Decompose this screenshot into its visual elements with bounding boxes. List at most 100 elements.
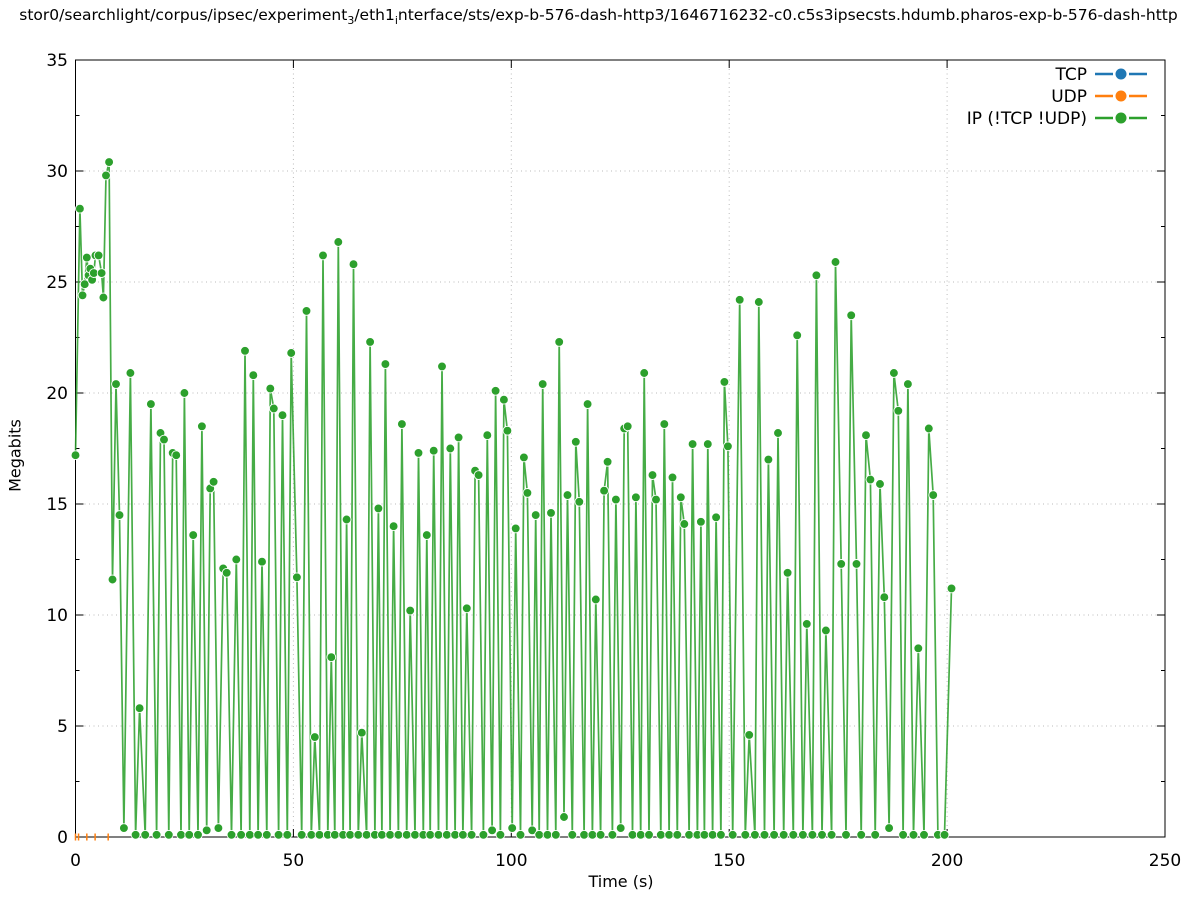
data-point: [711, 512, 721, 523]
data-point: [716, 829, 726, 840]
data-point: [401, 829, 412, 840]
data-point: [817, 829, 827, 840]
data-point: [482, 430, 493, 441]
title-subscript: i: [394, 14, 398, 27]
data-point: [702, 439, 713, 449]
data-point: [602, 456, 613, 467]
data-point: [865, 474, 876, 485]
data-point: [341, 514, 352, 525]
legend-marker: [1115, 112, 1127, 124]
data-point: [101, 170, 111, 181]
data-point: [428, 445, 439, 456]
data-point: [830, 257, 841, 267]
title-segment: stor0/searchlight/corpus/ipsec/experimen…: [19, 6, 348, 24]
data-point: [348, 259, 359, 270]
data-point: [631, 492, 641, 503]
y-axis-label: Megabits: [5, 419, 25, 492]
data-point: [821, 625, 831, 636]
y-tick-label: 30: [46, 162, 68, 182]
data-point: [740, 829, 751, 840]
data-point: [773, 428, 783, 438]
data-point: [413, 448, 424, 458]
data-point: [861, 430, 871, 441]
data-point: [836, 559, 847, 569]
data-point: [554, 337, 565, 347]
data-point: [522, 488, 533, 498]
data-point: [184, 829, 195, 840]
data-point: [782, 567, 793, 578]
y-tick-label: 15: [46, 495, 68, 515]
data-point: [296, 829, 307, 840]
data-point: [574, 496, 585, 507]
series-ip-tcp-udp: [70, 157, 957, 840]
data-point: [590, 594, 601, 605]
y-tick-label: 10: [46, 606, 68, 626]
legend-row-ip-tcp-udp: IP (!TCP !UDP): [967, 109, 1147, 129]
data-point: [134, 703, 145, 714]
data-point: [201, 825, 212, 836]
data-point: [675, 492, 686, 503]
data-point: [562, 490, 573, 500]
legend-label: TCP: [1054, 65, 1087, 85]
data-point: [151, 829, 162, 840]
data-point: [286, 348, 297, 358]
data-point: [788, 829, 799, 840]
data-point: [719, 377, 730, 387]
data-point: [441, 829, 452, 840]
data-point: [130, 829, 141, 840]
data-point: [889, 368, 899, 378]
data-point: [615, 823, 626, 833]
data-point: [361, 829, 372, 840]
data-point: [490, 385, 501, 396]
data-point: [798, 829, 808, 840]
data-point: [679, 519, 690, 529]
data-point-tick: [94, 833, 96, 841]
data-point: [769, 829, 779, 840]
data-point: [919, 829, 929, 840]
data-point: [159, 434, 169, 445]
data-point-tick: [77, 833, 80, 841]
data-point: [750, 829, 760, 840]
data-point: [696, 516, 706, 527]
x-tick-label: 50: [283, 851, 305, 871]
data-point: [530, 510, 541, 520]
data-point: [627, 829, 638, 840]
data-point: [487, 825, 497, 836]
data-point: [119, 823, 129, 833]
data-point: [77, 290, 88, 301]
x-tick-label: 250: [1149, 851, 1181, 871]
data-point: [461, 603, 472, 614]
data-point: [421, 530, 432, 540]
data-point: [380, 359, 391, 369]
data-point: [333, 237, 344, 247]
data-point: [188, 530, 199, 540]
data-point: [277, 410, 288, 421]
data-point: [104, 157, 114, 167]
data-point: [253, 829, 263, 840]
data-point: [265, 383, 276, 394]
data-point: [93, 250, 104, 261]
data-point: [659, 419, 670, 429]
data-point: [318, 250, 328, 261]
title-segment: /eth1: [354, 6, 395, 24]
data-point: [879, 592, 890, 603]
y-tick-label: 35: [46, 51, 68, 71]
data-point: [179, 388, 190, 398]
data-point: [282, 829, 293, 840]
legend-marker: [1115, 68, 1127, 80]
data-point: [373, 503, 384, 514]
data-point-tick: [107, 833, 109, 841]
data-point: [811, 270, 822, 281]
data-point: [125, 368, 136, 378]
data-point: [236, 829, 246, 840]
x-tick-label: 100: [495, 851, 527, 871]
data-point: [893, 405, 904, 416]
data-point: [928, 490, 939, 500]
data-point: [197, 421, 207, 432]
data-point: [176, 829, 186, 840]
data-point: [356, 727, 367, 738]
data-point: [923, 423, 934, 434]
data-point: [70, 450, 81, 461]
